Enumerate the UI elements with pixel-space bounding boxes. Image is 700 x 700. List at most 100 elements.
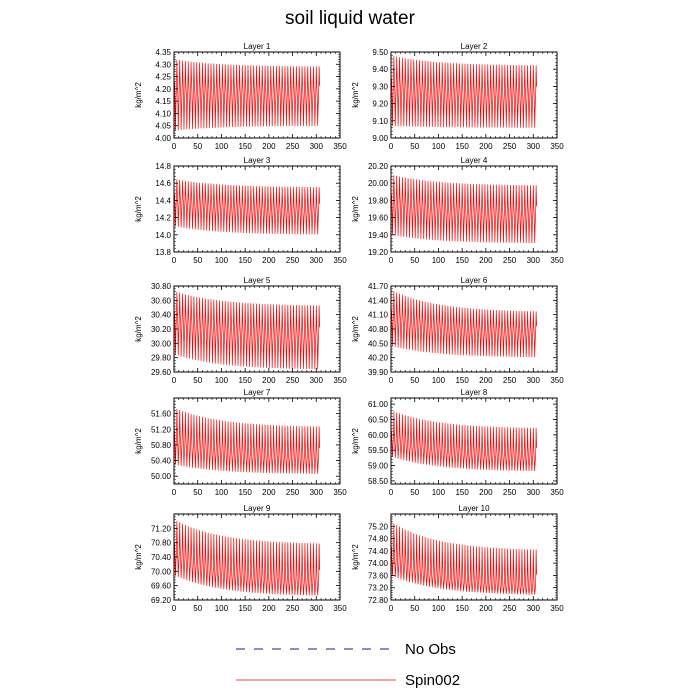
x-tick-label: 350: [550, 488, 564, 497]
panel-title: Layer 1: [244, 42, 271, 51]
x-tick-label: 50: [193, 256, 202, 265]
y-tick-label: 58.50: [368, 477, 389, 486]
y-tick-label: 70.80: [151, 539, 172, 548]
x-tick-label: 150: [238, 142, 252, 151]
x-tick-label: 300: [310, 256, 324, 265]
x-tick-label: 350: [333, 488, 347, 497]
x-tick-label: 350: [550, 142, 564, 151]
x-tick-label: 100: [215, 376, 229, 385]
x-tick-label: 250: [286, 256, 300, 265]
y-axis-label: kg/m^2: [351, 196, 360, 222]
y-axis-label: kg/m^2: [134, 82, 143, 108]
y-tick-label: 9.40: [372, 65, 388, 74]
series-line-spin002: [390, 523, 537, 595]
y-tick-label: 9.10: [372, 117, 388, 126]
y-tick-label: 4.35: [155, 48, 171, 57]
x-tick-label: 50: [193, 142, 202, 151]
y-tick-label: 14.4: [155, 196, 171, 205]
y-tick-label: 29.80: [151, 354, 172, 363]
x-tick-label: 200: [262, 376, 276, 385]
x-tick-label: 50: [410, 488, 419, 497]
series-line-spin002: [173, 179, 320, 235]
plot-frame: [390, 51, 558, 139]
y-axis-label: kg/m^2: [134, 196, 143, 222]
x-tick-label: 50: [410, 376, 419, 385]
y-tick-label: 41.70: [368, 282, 389, 291]
x-tick-label: 150: [455, 256, 469, 265]
y-tick-label: 4.00: [155, 134, 171, 143]
x-tick-label: 100: [215, 488, 229, 497]
layer-panel: Layer 7 kg/m^2 0 50 100 150 200 250 300 350 50.00 5…: [134, 388, 347, 497]
plot-frame: [173, 165, 341, 253]
x-tick-label: 0: [389, 604, 394, 613]
layer-panel: Layer 2 kg/m^2 0 50 100 150 200 250 300 350 9.00 9.…: [351, 42, 564, 151]
y-tick-label: 9.20: [372, 100, 388, 109]
y-tick-label: 60.50: [368, 416, 389, 425]
x-tick-label: 200: [479, 256, 493, 265]
y-tick-label: 51.20: [151, 425, 172, 434]
x-tick-label: 0: [389, 142, 394, 151]
y-tick-label: 69.20: [151, 596, 172, 605]
x-tick-label: 0: [389, 256, 394, 265]
series-line-spin002: [390, 56, 537, 128]
chart-title: soil liquid water: [285, 8, 415, 29]
panel-title: Layer 5: [244, 276, 271, 285]
series-line-spin002: [173, 59, 320, 131]
layer-panel: Layer 8 kg/m^2 0 50 100 150 200 250 300 350 58.50 5…: [351, 388, 564, 497]
y-tick-label: 71.20: [151, 524, 172, 533]
x-tick-label: 350: [333, 142, 347, 151]
y-tick-label: 50.00: [151, 472, 172, 481]
x-tick-label: 200: [262, 142, 276, 151]
y-tick-label: 75.20: [368, 522, 389, 531]
x-tick-label: 300: [527, 488, 541, 497]
y-tick-label: 19.20: [368, 248, 389, 257]
y-tick-label: 29.60: [151, 368, 172, 377]
layer-panel: Layer 10 kg/m^2 0 50 100 150 200 250 300 350 72.80…: [351, 504, 564, 613]
x-tick-label: 200: [262, 488, 276, 497]
x-tick-label: 100: [432, 376, 446, 385]
x-tick-label: 150: [455, 488, 469, 497]
legend-label: Spin002: [405, 672, 460, 689]
x-tick-label: 300: [527, 604, 541, 613]
y-tick-label: 61.00: [368, 400, 389, 409]
x-tick-label: 300: [310, 376, 324, 385]
y-tick-label: 74.80: [368, 535, 389, 544]
y-tick-label: 19.80: [368, 196, 389, 205]
x-tick-label: 300: [310, 142, 324, 151]
plot-frame: [390, 513, 558, 601]
x-tick-label: 100: [432, 256, 446, 265]
y-tick-label: 73.60: [368, 571, 389, 580]
x-tick-label: 50: [410, 256, 419, 265]
plot-frame: [173, 51, 341, 139]
y-tick-label: 4.10: [155, 109, 171, 118]
y-tick-label: 60.00: [368, 431, 389, 440]
x-tick-label: 250: [503, 142, 517, 151]
plot-frame: [390, 165, 558, 253]
panel-title: Layer 3: [244, 156, 271, 165]
x-tick-label: 100: [432, 488, 446, 497]
y-tick-label: 50.80: [151, 441, 172, 450]
x-tick-label: 0: [172, 604, 177, 613]
layer-panel: Layer 4 kg/m^2 0 50 100 150 200 250 300 350 19.20 1…: [351, 156, 564, 265]
x-tick-label: 200: [479, 604, 493, 613]
x-tick-label: 0: [172, 488, 177, 497]
x-tick-label: 250: [286, 376, 300, 385]
panel-title: Layer 7: [244, 388, 271, 397]
y-tick-label: 72.80: [368, 596, 389, 605]
x-tick-label: 250: [503, 488, 517, 497]
y-tick-label: 59.00: [368, 462, 389, 471]
x-tick-label: 0: [389, 488, 394, 497]
layer-panel: Layer 1 kg/m^2 0 50 100 150 200 250 300 350 4.00 4.…: [134, 42, 347, 151]
y-tick-label: 39.90: [368, 368, 389, 377]
x-tick-label: 150: [455, 376, 469, 385]
x-tick-label: 250: [503, 604, 517, 613]
y-tick-label: 73.20: [368, 584, 389, 593]
x-tick-label: 100: [432, 604, 446, 613]
x-tick-label: 150: [238, 256, 252, 265]
x-tick-label: 50: [193, 488, 202, 497]
y-tick-label: 14.6: [155, 179, 171, 188]
x-tick-label: 150: [238, 376, 252, 385]
x-tick-label: 350: [333, 604, 347, 613]
y-tick-label: 20.00: [368, 179, 389, 188]
